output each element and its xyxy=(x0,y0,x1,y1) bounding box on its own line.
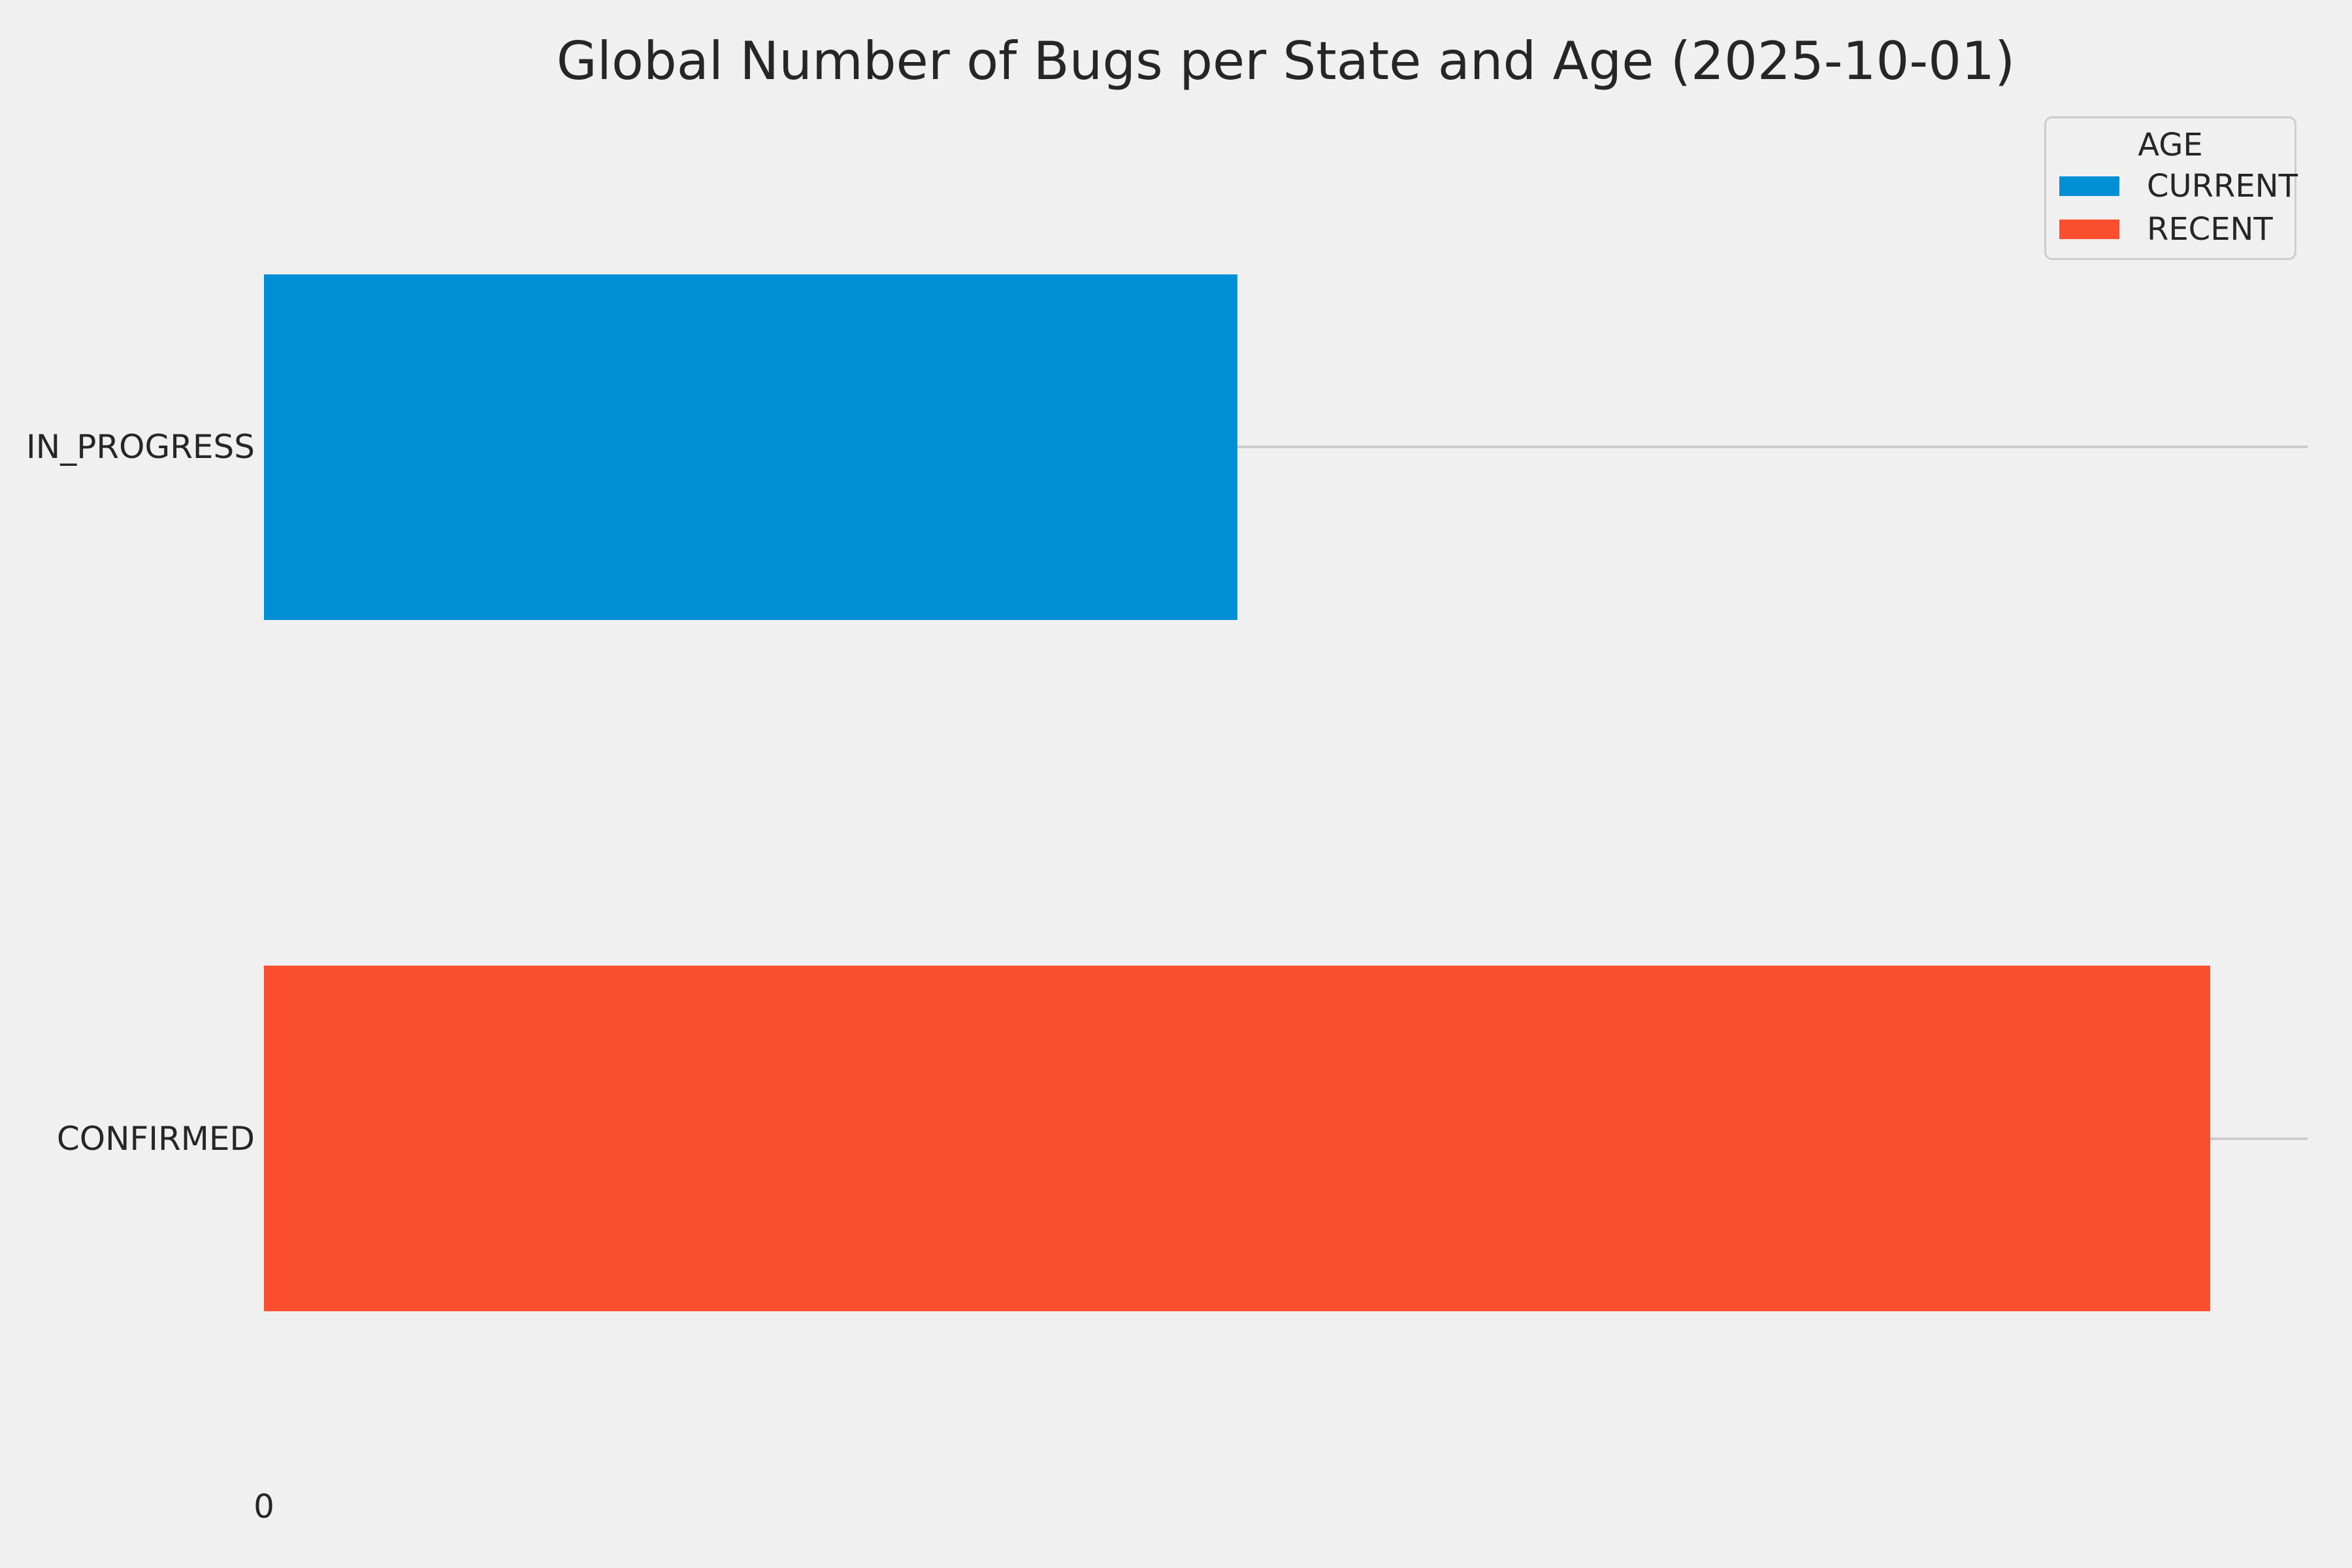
bar-in_progress-current xyxy=(264,274,1237,620)
chart-title: Global Number of Bugs per State and Age … xyxy=(556,31,2016,91)
legend-title: AGE xyxy=(2138,127,2203,163)
bar-confirmed-recent xyxy=(264,966,2211,1312)
y-tick-label-confirmed: CONFIRMED xyxy=(56,1119,255,1158)
legend: AGE CURRENT RECENT xyxy=(2044,116,2298,260)
y-tick-label-in_progress: IN_PROGRESS xyxy=(26,428,255,466)
plot-area xyxy=(264,101,2308,1484)
legend-label-recent: RECENT xyxy=(2147,211,2273,248)
legend-label-current: CURRENT xyxy=(2147,168,2298,204)
legend-swatch-recent xyxy=(2059,220,2119,239)
legend-entry-current: CURRENT xyxy=(2059,165,2298,208)
legend-swatch-current xyxy=(2059,176,2119,196)
y-gridline-in_progress xyxy=(264,446,2308,449)
x-tick-label-0: 0 xyxy=(253,1488,274,1526)
legend-entry-recent: RECENT xyxy=(2059,208,2295,251)
